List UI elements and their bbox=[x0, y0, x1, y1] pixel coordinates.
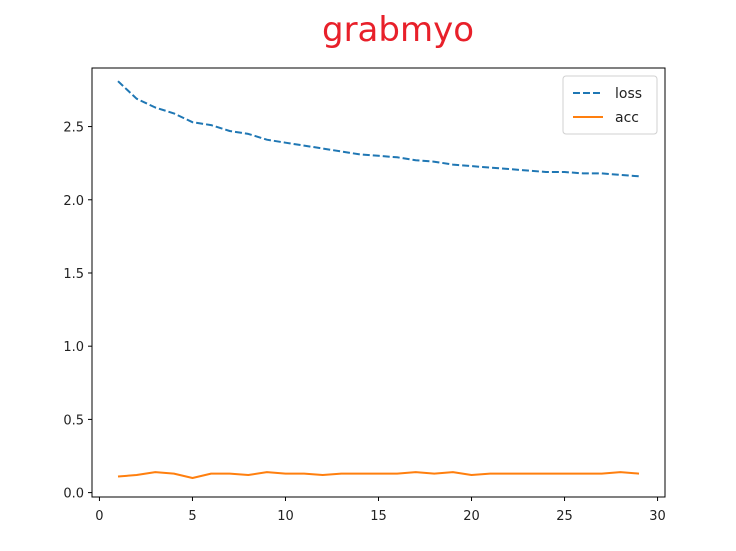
legend-box bbox=[562, 75, 658, 135]
x-tick-label: 10 bbox=[277, 509, 294, 524]
y-tick-label: 0.5 bbox=[63, 413, 84, 428]
series-line-loss bbox=[117, 80, 640, 178]
series-line-acc bbox=[117, 471, 640, 479]
legend-label-acc: acc bbox=[615, 110, 639, 126]
legend-label-loss: loss bbox=[615, 86, 642, 102]
axes: 0 5 10 15 20 25 30 0.0 0.5 1.0 1.5 2.0 2.5 bbox=[63, 67, 666, 524]
series-layer bbox=[117, 80, 640, 479]
y-tick-label: 2.5 bbox=[63, 121, 84, 136]
y-tick-label: 1.0 bbox=[63, 340, 84, 355]
x-tick-label: 5 bbox=[188, 509, 196, 524]
x-tick-label: 20 bbox=[463, 509, 480, 524]
y-tick-label: 2.0 bbox=[63, 194, 84, 209]
x-tick-label: 30 bbox=[649, 509, 666, 524]
x-tick-label: 15 bbox=[370, 509, 387, 524]
x-tick-label: 25 bbox=[556, 509, 573, 524]
chart-title: grabmyo bbox=[321, 10, 475, 50]
x-tick-label: 0 bbox=[95, 509, 103, 524]
legend: loss acc bbox=[562, 75, 658, 135]
y-tick-label: 1.5 bbox=[63, 267, 84, 282]
y-tick-label: 0.0 bbox=[63, 487, 84, 502]
